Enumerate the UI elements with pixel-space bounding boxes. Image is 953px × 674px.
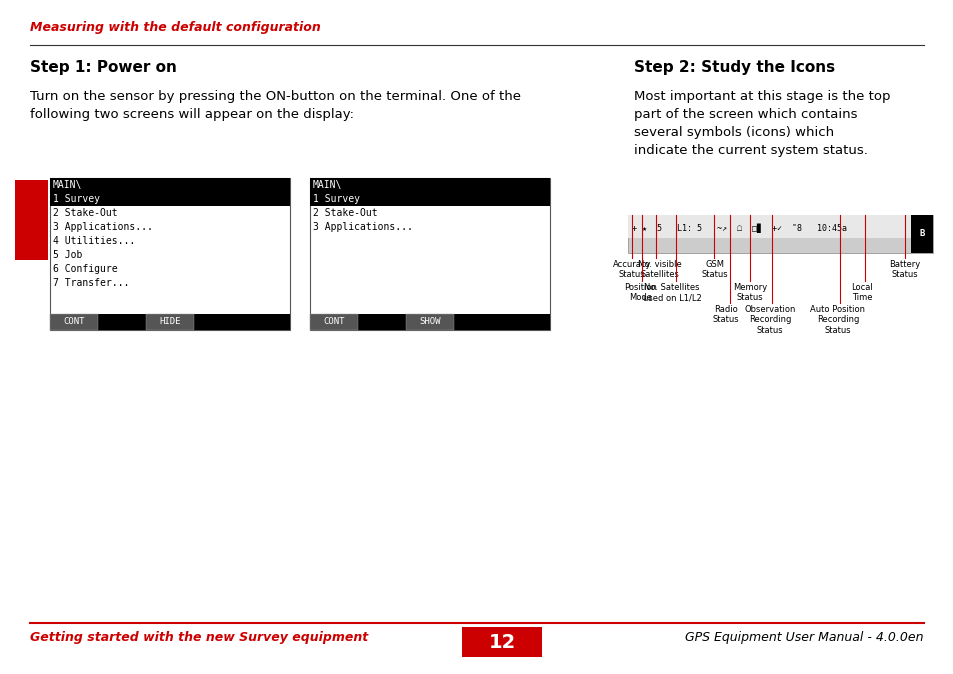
- Text: Most important at this stage is the top
part of the screen which contains
severa: Most important at this stage is the top …: [634, 90, 889, 157]
- Text: HIDE: HIDE: [159, 317, 180, 326]
- Text: Accuracy
Status: Accuracy Status: [612, 260, 651, 280]
- FancyBboxPatch shape: [50, 314, 290, 330]
- Text: 1 Survey: 1 Survey: [53, 194, 100, 204]
- FancyBboxPatch shape: [310, 178, 550, 330]
- Text: No. Satellites
used on L1/L2: No. Satellites used on L1/L2: [642, 283, 700, 303]
- Text: GSM
Status: GSM Status: [701, 260, 727, 280]
- Text: Getting started with the new Survey equipment: Getting started with the new Survey equi…: [30, 631, 368, 644]
- Text: 2 Stake-Out: 2 Stake-Out: [313, 208, 377, 218]
- FancyBboxPatch shape: [627, 215, 932, 253]
- FancyBboxPatch shape: [627, 215, 932, 238]
- Text: + ★  5   L1: 5   ~↗  ☖  □▊  +✓  ˜8   10:45a: + ★ 5 L1: 5 ~↗ ☖ □▊ +✓ ˜8 10:45a: [631, 224, 846, 233]
- FancyBboxPatch shape: [310, 314, 550, 330]
- Text: 1 Survey: 1 Survey: [313, 194, 359, 204]
- Text: 3 Applications...: 3 Applications...: [53, 222, 152, 232]
- Text: Auto Position
Recording
Status: Auto Position Recording Status: [810, 305, 864, 335]
- FancyBboxPatch shape: [910, 215, 932, 253]
- Text: No. visible
Satellites: No. visible Satellites: [638, 260, 681, 280]
- Text: Battery
Status: Battery Status: [888, 260, 920, 280]
- Text: Step 2: Study the Icons: Step 2: Study the Icons: [634, 60, 834, 75]
- Text: Measuring with the default configuration: Measuring with the default configuration: [30, 22, 320, 34]
- Text: B: B: [919, 230, 923, 239]
- FancyBboxPatch shape: [310, 178, 550, 206]
- Text: CONT: CONT: [323, 317, 344, 326]
- Text: Observation
Recording
Status: Observation Recording Status: [743, 305, 795, 335]
- FancyBboxPatch shape: [50, 178, 290, 206]
- Text: 4 Utilities...: 4 Utilities...: [53, 236, 135, 246]
- Text: CONT: CONT: [63, 317, 85, 326]
- Text: GPS Equipment User Manual - 4.0.0en: GPS Equipment User Manual - 4.0.0en: [685, 631, 923, 644]
- Text: 2 Stake-Out: 2 Stake-Out: [53, 208, 117, 218]
- FancyBboxPatch shape: [146, 314, 193, 330]
- Text: Radio
Status: Radio Status: [712, 305, 739, 324]
- Text: Position
Mode: Position Mode: [624, 283, 657, 303]
- FancyBboxPatch shape: [310, 314, 357, 330]
- FancyBboxPatch shape: [406, 314, 454, 330]
- Text: MAIN\: MAIN\: [53, 180, 82, 190]
- Text: 5 Job: 5 Job: [53, 250, 82, 260]
- Text: 3 Applications...: 3 Applications...: [313, 222, 413, 232]
- FancyBboxPatch shape: [50, 314, 98, 330]
- Text: Local
Time: Local Time: [850, 283, 872, 303]
- FancyBboxPatch shape: [15, 180, 48, 260]
- Text: Memory
Status: Memory Status: [732, 283, 766, 303]
- Text: 6 Configure: 6 Configure: [53, 264, 117, 274]
- Text: Step 1: Power on: Step 1: Power on: [30, 60, 176, 75]
- Text: 12: 12: [488, 632, 515, 652]
- Text: MAIN\: MAIN\: [313, 180, 342, 190]
- FancyBboxPatch shape: [461, 627, 541, 657]
- Text: SHOW: SHOW: [418, 317, 440, 326]
- Text: Turn on the sensor by pressing the ON-button on the terminal. One of the
followi: Turn on the sensor by pressing the ON-bu…: [30, 90, 520, 121]
- Text: 7 Transfer...: 7 Transfer...: [53, 278, 130, 288]
- FancyBboxPatch shape: [50, 178, 290, 330]
